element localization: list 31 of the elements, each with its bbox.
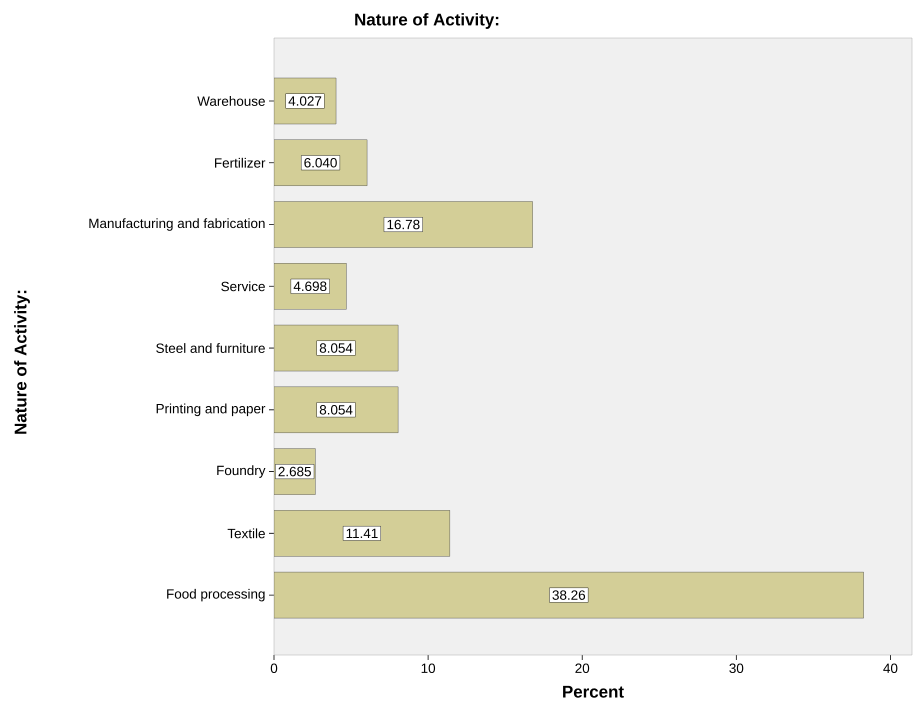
x-tick-label: 0 (270, 664, 278, 674)
y-axis-title: Nature of Activity: (14, 290, 30, 434)
y-tick-label: Food processing (167, 588, 265, 602)
chart-title: Nature of Activity: (355, 13, 498, 29)
data-label: 11.41 (346, 528, 378, 538)
y-tick-label: Warehouse (197, 96, 265, 106)
y-tick-label: Steel and furniture (156, 343, 265, 353)
y-tick-label: Manufacturing and fabrication (89, 218, 265, 231)
data-label: 2.685 (278, 466, 311, 476)
y-tick-label: Fertilizer (215, 158, 266, 168)
data-label: 4.027 (288, 96, 322, 106)
bar (274, 386, 398, 434)
x-axis-title: Percent (563, 686, 624, 698)
data-label: 8.054 (320, 343, 352, 353)
data-label: 38.26 (552, 590, 586, 600)
y-tick-label: Foundry (217, 465, 266, 478)
bar (274, 324, 398, 372)
data-label: 4.698 (294, 282, 326, 292)
x-tick-label: 20 (575, 664, 590, 674)
bar (274, 572, 864, 618)
bar (274, 510, 450, 557)
y-tick-label: Textile (228, 528, 265, 538)
y-tick-label: Printing and paper (156, 404, 266, 416)
x-tick-label: 10 (422, 664, 436, 674)
x-tick-label: 40 (883, 664, 898, 674)
data-label: 6.040 (304, 158, 337, 168)
data-label: 8.054 (320, 405, 352, 415)
data-label: 16.78 (388, 220, 420, 230)
x-tick-label: 30 (729, 664, 744, 674)
y-tick-label: Service (221, 281, 265, 292)
bar (274, 201, 533, 248)
